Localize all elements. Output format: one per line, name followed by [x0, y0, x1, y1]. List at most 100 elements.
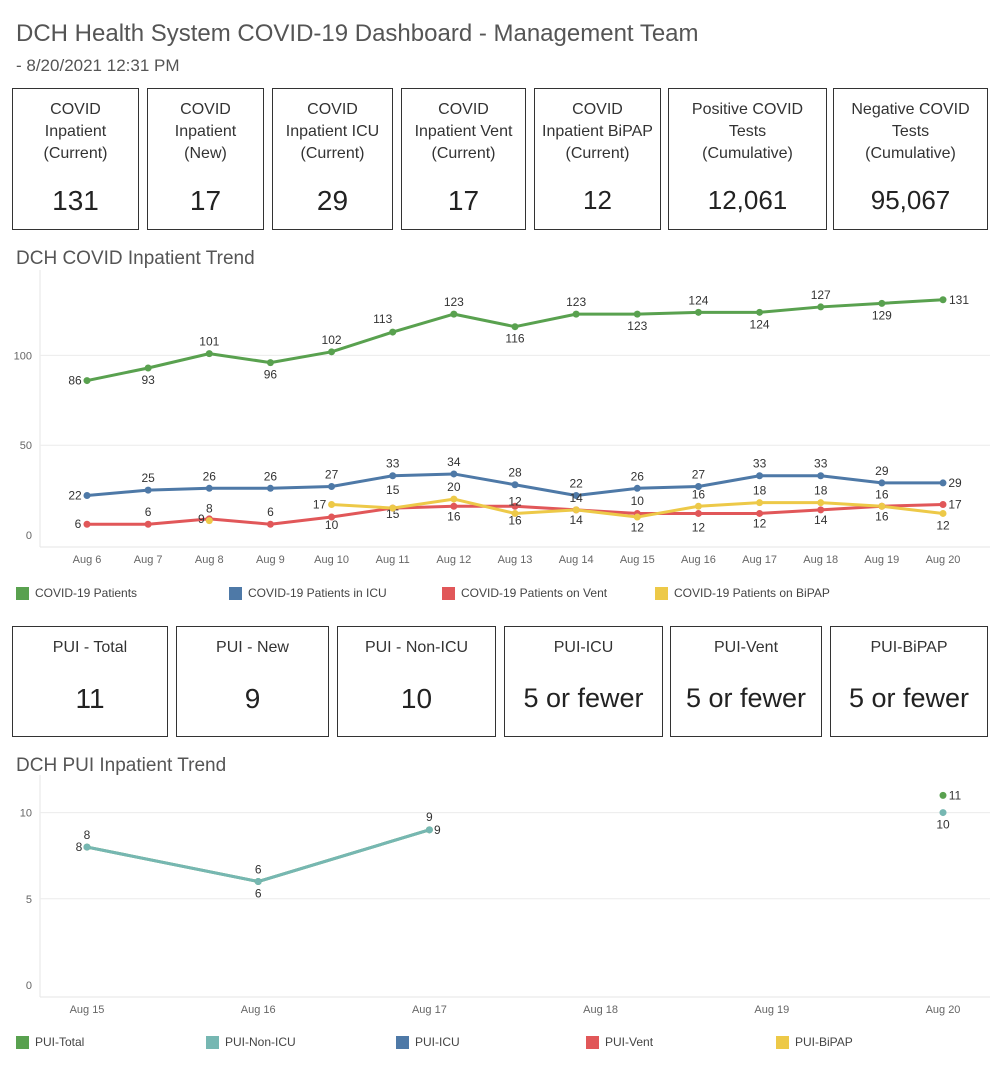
kpi-pui-bipap: PUI-BiPAP 5 or fewer	[830, 626, 988, 737]
data-label: 12	[753, 516, 767, 530]
kpi-label: COVID Inpatient BiPAP (Current)	[542, 101, 653, 162]
data-point	[817, 472, 825, 480]
data-label: 93	[141, 373, 155, 387]
kpi-pui-total: PUI - Total 11	[12, 626, 168, 737]
data-point	[694, 308, 702, 316]
kpi-label: PUI-Vent	[713, 639, 779, 656]
data-point	[266, 359, 274, 367]
x-tick-label: Aug 9	[256, 554, 285, 566]
data-label: 123	[566, 295, 586, 309]
x-tick-label: Aug 14	[559, 554, 594, 566]
x-tick-label: Aug 16	[241, 1004, 276, 1016]
data-label: 12	[692, 520, 706, 534]
data-point	[205, 350, 213, 358]
kpi-value: 10	[400, 683, 433, 714]
data-label: 16	[875, 509, 889, 523]
kpi-value: 5 or fewer	[523, 683, 644, 713]
pui-inpatient-trend-chart: 0 5 10 Aug 15 Aug 16 Aug 17 Aug 18 Aug 19 Aug 20…	[20, 775, 990, 1016]
data-label: 11	[949, 788, 962, 802]
data-point	[939, 809, 947, 817]
data-label: 12	[936, 518, 950, 532]
kpi-value: 9	[244, 683, 261, 714]
data-point	[756, 472, 764, 480]
data-point	[328, 483, 336, 491]
legend-item: COVID-19 Patients	[16, 586, 137, 600]
trend-section-title: DCH COVID Inpatient Trend	[16, 248, 255, 269]
data-point	[83, 491, 91, 499]
data-label: 129	[872, 308, 892, 322]
data-point	[389, 504, 397, 512]
data-label: 6	[145, 505, 152, 519]
data-point	[694, 483, 702, 491]
legend-swatch	[396, 1035, 409, 1049]
data-point	[817, 303, 825, 311]
data-label: 26	[264, 469, 278, 483]
kpi-label: Positive COVID Tests (Cumulative)	[691, 101, 804, 162]
data-label: 12	[631, 520, 645, 534]
legend-label: PUI-Total	[35, 1035, 85, 1049]
x-tick-label: Aug 16	[681, 554, 716, 566]
legend-swatch	[442, 586, 455, 600]
kpi-pui-non-icu: PUI - Non-ICU 10	[337, 626, 496, 737]
data-label: 27	[692, 468, 706, 482]
data-point	[572, 506, 580, 514]
data-point	[939, 791, 947, 799]
y-tick-label: 10	[20, 808, 32, 820]
page-title: DCH Health System COVID-19 Dashboard - M…	[16, 20, 699, 47]
x-tick-label: Aug 18	[803, 554, 838, 566]
data-point	[83, 377, 91, 385]
y-tick-label: 50	[20, 440, 32, 452]
data-point	[756, 509, 764, 517]
data-point	[389, 472, 397, 480]
data-label: 9	[426, 810, 433, 824]
data-point	[144, 364, 152, 372]
y-tick-label: 0	[26, 980, 32, 992]
kpi-label: COVID Inpatient ICU (Current)	[285, 101, 380, 162]
data-label: 9	[434, 823, 441, 837]
data-point	[425, 826, 433, 834]
data-point	[572, 310, 580, 318]
kpi-value: 95,067	[870, 185, 951, 215]
y-tick-label: 0	[26, 530, 32, 542]
data-point	[939, 500, 947, 508]
kpi-value: 12,061	[707, 185, 788, 215]
legend-label: COVID-19 Patients in ICU	[248, 586, 387, 600]
data-label: 10	[936, 818, 950, 832]
legend-label: PUI-Vent	[605, 1035, 654, 1049]
legend-item: PUI-Vent	[586, 1035, 653, 1049]
data-point	[450, 470, 458, 478]
kpi-value: 5 or fewer	[685, 683, 807, 713]
data-point	[266, 520, 274, 528]
data-label: 127	[811, 288, 831, 302]
data-label: 25	[141, 471, 155, 485]
data-point	[205, 484, 213, 492]
kpi-covid-inpatient-current: COVID Inpatient (Current) 131	[12, 88, 139, 230]
kpi-label: PUI-BiPAP	[870, 639, 948, 656]
data-label: 20	[447, 480, 461, 494]
data-label: 8	[84, 828, 91, 842]
data-point	[511, 481, 519, 489]
data-point	[633, 484, 641, 492]
data-label: 12	[508, 494, 522, 508]
legend-item: PUI-BiPAP	[776, 1035, 853, 1049]
data-point	[756, 499, 764, 507]
x-tick-label: Aug 10	[314, 554, 349, 566]
pui-section-title: DCH PUI Inpatient Trend	[16, 755, 227, 776]
data-point	[817, 506, 825, 514]
kpi-label: COVID Inpatient (Current)	[43, 101, 108, 162]
data-label: 16	[508, 513, 522, 527]
x-tick-label: Aug 19	[754, 1004, 789, 1016]
data-point	[939, 479, 947, 487]
data-point	[939, 296, 947, 304]
data-point	[144, 486, 152, 494]
data-point	[450, 502, 458, 510]
data-label: 14	[569, 491, 583, 505]
kpi-label: PUI - Non-ICU	[364, 639, 469, 656]
y-tick-label: 5	[26, 894, 32, 906]
data-label: 17	[948, 497, 962, 511]
data-label: 26	[631, 469, 645, 483]
data-point	[939, 509, 947, 517]
legend-label: PUI-BiPAP	[795, 1035, 853, 1049]
kpi-covid-inpatient-bipap: COVID Inpatient BiPAP (Current) 12	[534, 88, 661, 230]
data-label: 16	[447, 509, 461, 523]
